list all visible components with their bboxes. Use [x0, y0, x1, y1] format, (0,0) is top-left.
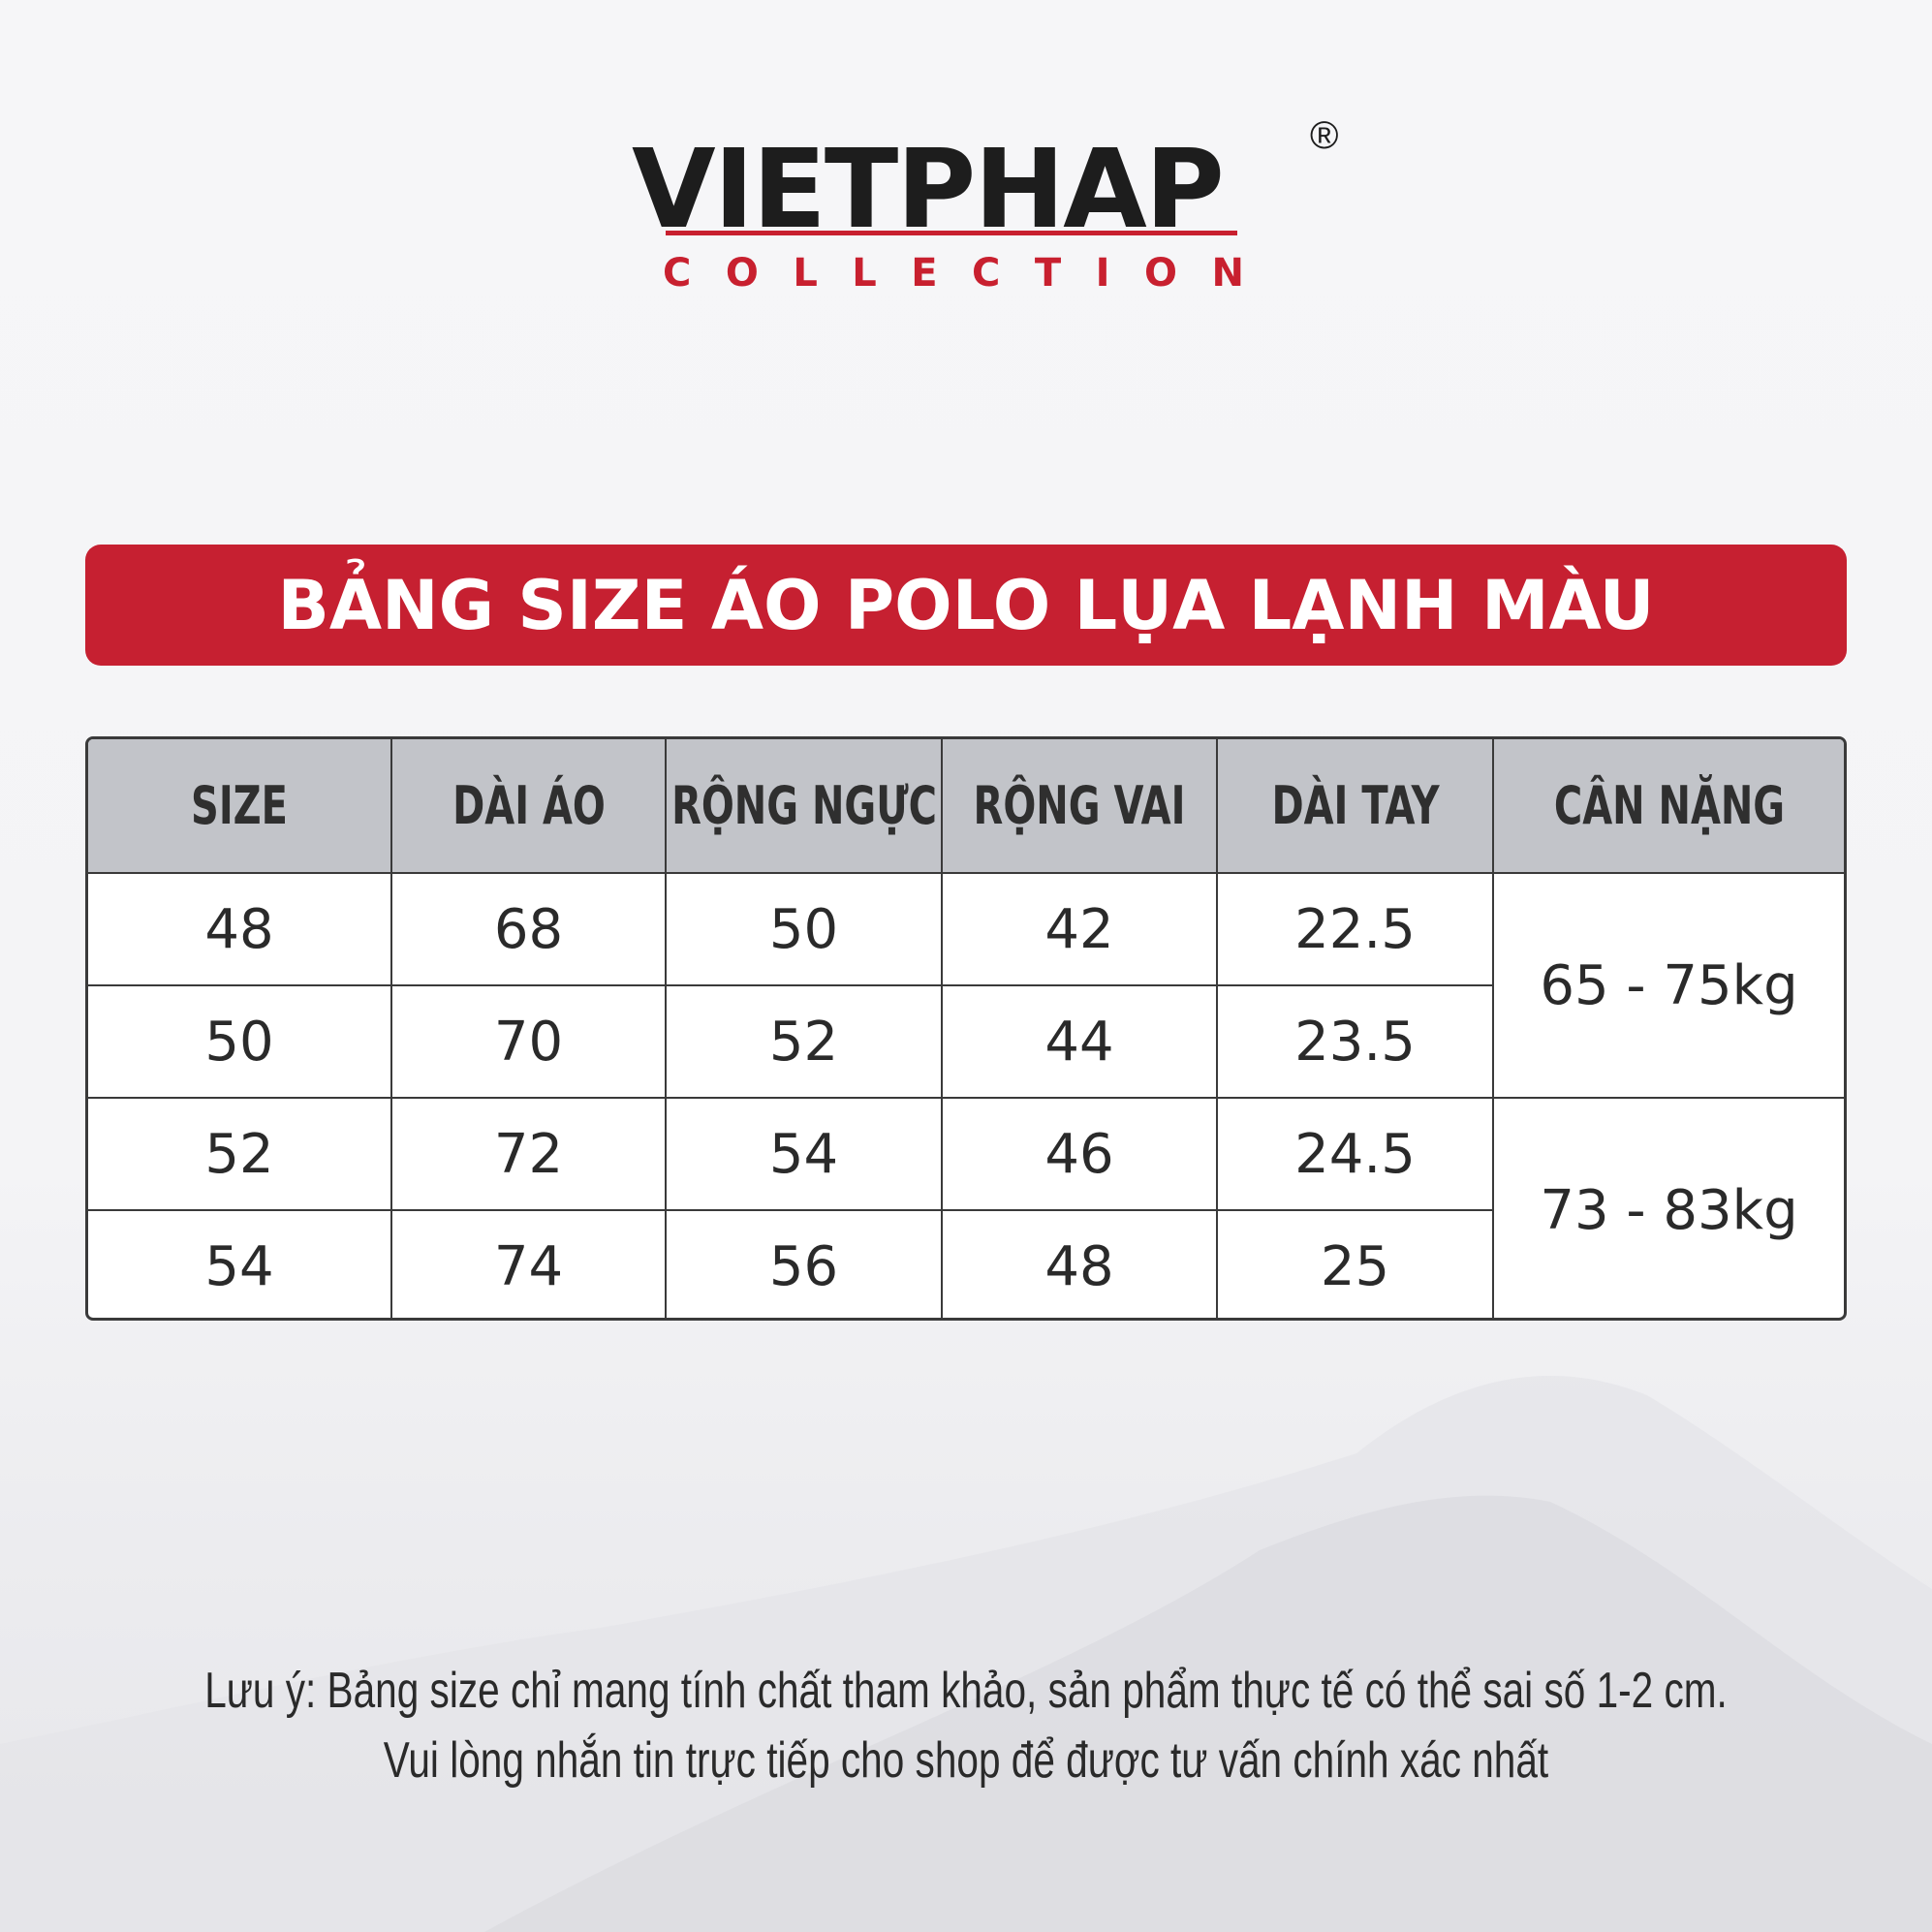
- cell: 68: [390, 872, 667, 986]
- cell: 46: [941, 1097, 1218, 1211]
- cell: 50: [665, 872, 943, 986]
- logo-letter: N: [1211, 251, 1244, 296]
- cell: 74: [390, 1209, 667, 1318]
- cell: 25: [1216, 1209, 1493, 1318]
- cell: 44: [941, 984, 1218, 1099]
- cell: 54: [88, 1209, 392, 1318]
- logo-letter: L: [793, 251, 818, 296]
- cell: 42: [941, 872, 1218, 986]
- weight-cell: 73 - 83kg: [1492, 1097, 1844, 1318]
- cell: 52: [665, 984, 943, 1099]
- table-row: 54 74 56 48 25: [88, 1209, 1844, 1318]
- table-row: 48 68 50 42 22.5 65 - 75kg: [88, 872, 1844, 1099]
- logo-letter: O: [725, 251, 759, 296]
- logo-letter: C: [663, 251, 692, 296]
- logo-wordmark: VIETPHAP: [632, 127, 1225, 253]
- cell: 56: [665, 1209, 943, 1318]
- logo-letter: C: [972, 251, 1001, 296]
- cell: 48: [941, 1209, 1218, 1318]
- cell: 50: [88, 984, 392, 1099]
- note-line-2: Vui lòng nhắn tin trực tiếp cho shop để …: [383, 1732, 1549, 1789]
- header-cell: RỘNG NGỰC: [665, 739, 943, 874]
- logo-letter: O: [1144, 251, 1178, 296]
- cell: 48: [88, 872, 392, 986]
- cell: 72: [390, 1097, 667, 1211]
- size-table: SIZE DÀI ÁO RỘNG NGỰC RỘNG VAI DÀI TAY C…: [85, 736, 1847, 1321]
- logo-letter: L: [852, 251, 877, 296]
- cell: 54: [665, 1097, 943, 1211]
- cell: 24.5: [1216, 1097, 1494, 1211]
- note-line-1: Lưu ý: Bảng size chỉ mang tính chất tham…: [204, 1663, 1728, 1719]
- cell: 22.5: [1216, 872, 1494, 986]
- logo-letter: I: [1095, 251, 1110, 296]
- header-cell: RỘNG VAI: [941, 739, 1218, 874]
- title-banner: BẢNG SIZE ÁO POLO LỤA LẠNH MÀU: [85, 545, 1847, 666]
- weight-cell: 65 - 75kg: [1492, 872, 1844, 1099]
- page-title: BẢNG SIZE ÁO POLO LỤA LẠNH MÀU: [277, 565, 1655, 645]
- table-row: 52 72 54 46 24.5 73 - 83kg: [88, 1097, 1844, 1318]
- table-header-row: SIZE DÀI ÁO RỘNG NGỰC RỘNG VAI DÀI TAY C…: [88, 739, 1844, 874]
- mountain-background: [0, 1376, 1932, 1932]
- cell: 52: [88, 1097, 392, 1211]
- header-cell: DÀI TAY: [1216, 739, 1494, 874]
- header-cell: CÂN NẶNG: [1492, 739, 1844, 874]
- logo-letter: T: [1034, 251, 1062, 296]
- logo-underline: [666, 231, 1237, 235]
- table-row: 50 70 52 44 23.5: [88, 984, 1844, 1099]
- cell: 70: [390, 984, 667, 1099]
- header-cell: SIZE: [88, 739, 392, 874]
- header-cell: DÀI ÁO: [390, 739, 667, 874]
- cell: 23.5: [1216, 984, 1493, 1099]
- logo-letter: E: [911, 251, 938, 296]
- registered-mark: ®: [1310, 114, 1339, 157]
